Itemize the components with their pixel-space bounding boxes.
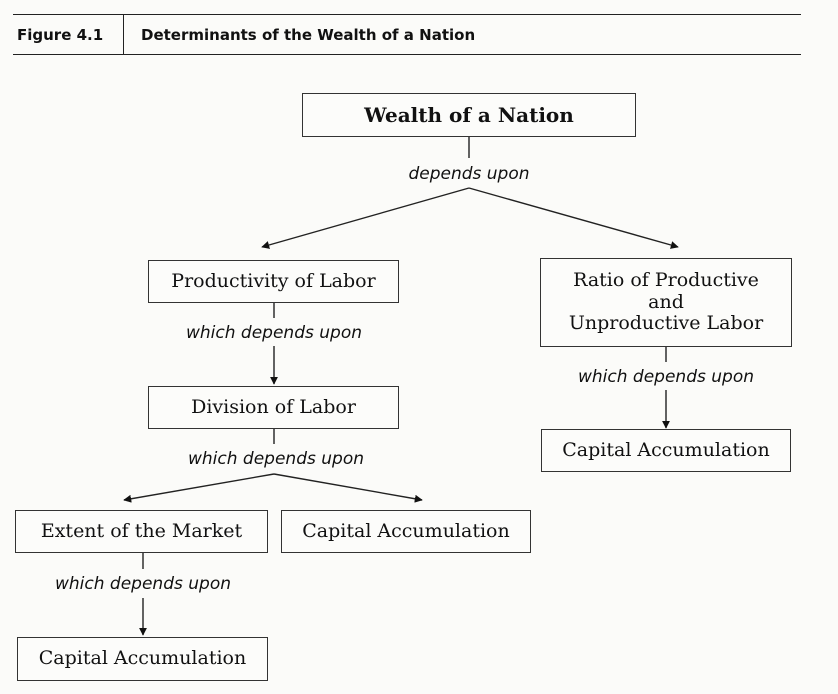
node-wealth-of-a-nation: Wealth of a Nation xyxy=(302,93,636,137)
edge-label-ratio: which depends upon xyxy=(578,367,754,387)
connector-root-to-productivity xyxy=(261,187,470,249)
figure-number: Figure 4.1 xyxy=(17,25,104,44)
node-division-of-labor: Division of Labor xyxy=(148,386,399,429)
node-extent-of-the-market: Extent of the Market xyxy=(15,510,268,553)
node-productivity-of-labor: Productivity of Labor xyxy=(148,260,399,303)
node-ratio-label-line-2: and xyxy=(648,290,684,313)
node-capital-accumulation-ratio: Capital Accumulation xyxy=(541,429,791,472)
edge-label-root: depends upon xyxy=(408,164,530,184)
node-wealth-label: Wealth of a Nation xyxy=(364,102,574,127)
figure-title: Determinants of the Wealth of a Nation xyxy=(141,25,476,44)
node-capital-accumulation-extent: Capital Accumulation xyxy=(17,637,268,681)
figure-header-divider xyxy=(123,15,124,54)
edge-label-division: which depends upon xyxy=(188,449,364,469)
connector-division-to-extent xyxy=(123,473,275,503)
node-ratio-of-productive-and-unproductive-labor: Ratio of Productive and Unproductive Lab… xyxy=(540,258,792,347)
node-productivity-label: Productivity of Labor xyxy=(171,269,376,292)
node-extent-label: Extent of the Market xyxy=(40,519,243,542)
connector-root-to-ratio xyxy=(468,187,679,249)
connector-division-to-capital xyxy=(273,473,423,503)
node-capital-extent-label: Capital Accumulation xyxy=(38,647,247,670)
edge-label-productivity: which depends upon xyxy=(186,323,362,343)
node-capital-accumulation-division: Capital Accumulation xyxy=(281,510,531,553)
node-ratio-label-line-1: Ratio of Productive xyxy=(573,268,759,291)
node-ratio-label-line-3: Unproductive Labor xyxy=(568,312,764,335)
node-capital-division-label: Capital Accumulation xyxy=(302,519,510,542)
figure-header: Figure 4.1 Determinants of the Wealth of… xyxy=(13,14,801,55)
node-division-label: Division of Labor xyxy=(191,395,356,418)
edge-label-extent: which depends upon xyxy=(55,574,231,594)
node-capital-ratio-label: Capital Accumulation xyxy=(562,438,770,461)
